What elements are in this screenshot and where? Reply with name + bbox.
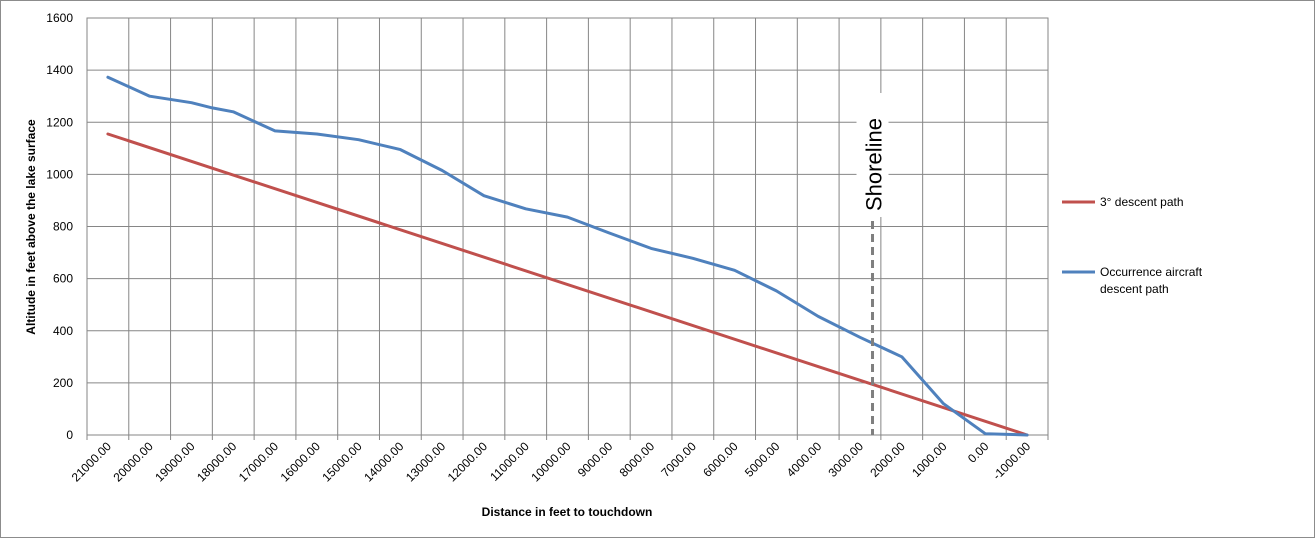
- x-tick-label: 7000.00: [658, 439, 699, 480]
- y-tick-label: 0: [66, 428, 73, 442]
- series-line-3-degree-descent: [106, 132, 1029, 437]
- x-tick-label: 14000.00: [361, 439, 407, 485]
- x-tick-label: 15000.00: [319, 439, 365, 485]
- x-tick-label: 5000.00: [742, 439, 783, 480]
- y-tick-label: 600: [53, 272, 73, 286]
- x-tick-label: 17000.00: [236, 439, 282, 485]
- x-tick-label: 4000.00: [784, 439, 825, 480]
- series: [106, 75, 1029, 437]
- x-tick-label: 11000.00: [487, 439, 532, 484]
- x-tick-label: 13000.00: [403, 439, 449, 485]
- x-tick-label: 18000.00: [194, 439, 240, 485]
- legend-label-3-degree-descent: 3° descent path: [1100, 195, 1184, 209]
- shoreline-label-background: [856, 93, 889, 217]
- y-tick-label: 1200: [46, 115, 73, 129]
- series-line-occurrence-aircraft: [106, 75, 1029, 437]
- y-axis-title: Altitude in feet above the lake surface: [24, 119, 38, 335]
- y-tick-label: 1600: [46, 11, 73, 25]
- y-tick-label: 400: [53, 324, 73, 338]
- y-tick-label: 800: [53, 220, 73, 234]
- y-tick-label: 1400: [46, 63, 73, 77]
- shoreline-label: Shoreline: [862, 118, 887, 211]
- x-tick-label: -1000.00: [990, 439, 1034, 483]
- x-tick-label: 10000.00: [528, 439, 574, 485]
- legend-label-occurrence-aircraft: Occurrence aircraft descent path: [1100, 265, 1203, 296]
- x-axis-ticks: 21000.0020000.0019000.0018000.0017000.00…: [69, 439, 1034, 485]
- y-axis-ticks: 0 200 400 600 800 1000 1200 1400 1600: [46, 11, 73, 442]
- annotations: Shoreline: [856, 93, 889, 435]
- x-tick-label: 19000.00: [152, 439, 198, 485]
- x-tick-label: 3000.00: [826, 439, 867, 480]
- y-tick-label: 1000: [46, 167, 73, 181]
- legend: 3° descent path Occurrence aircraft descen…: [1062, 195, 1203, 296]
- x-tick-label: 0.00: [965, 439, 992, 466]
- x-tick-label: 16000.00: [278, 439, 324, 485]
- x-tick-label: 1000.00: [909, 439, 950, 480]
- x-tick-label: 9000.00: [575, 439, 616, 480]
- x-tick-label: 20000.00: [110, 439, 156, 485]
- x-tick-label: 6000.00: [700, 439, 741, 480]
- x-tick-label: 21000.00: [69, 439, 115, 485]
- x-tick-label: 2000.00: [867, 439, 908, 480]
- x-tick-label: 12000.00: [445, 439, 491, 485]
- grid: [86, 17, 1049, 440]
- x-tick-label: 8000.00: [617, 439, 658, 480]
- x-axis-title: Distance in feet to touchdown: [482, 505, 653, 519]
- y-tick-label: 200: [53, 376, 73, 390]
